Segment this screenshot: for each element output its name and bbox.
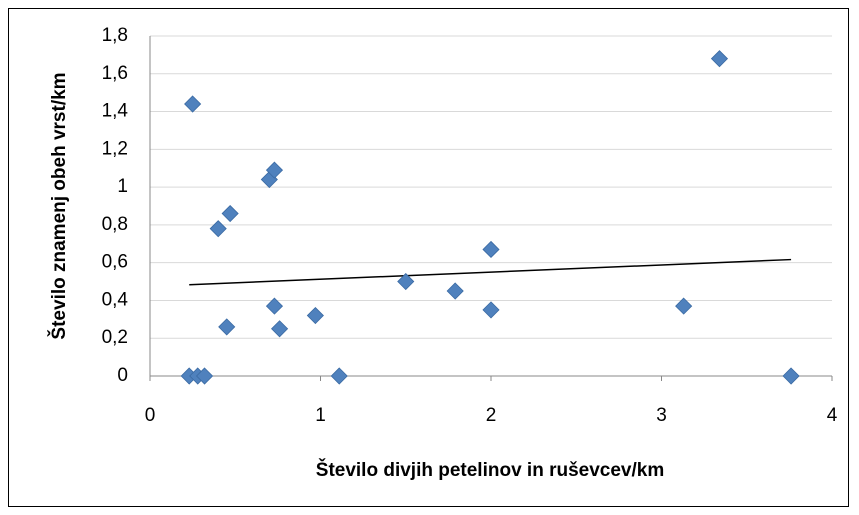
y-tick-label: 0,2 bbox=[102, 327, 128, 348]
data-point bbox=[271, 320, 289, 338]
data-point bbox=[195, 367, 214, 385]
data-point bbox=[710, 50, 729, 68]
data-point bbox=[482, 301, 500, 319]
data-point bbox=[265, 297, 284, 315]
y-tick-label: 1,8 bbox=[102, 25, 128, 46]
data-point bbox=[675, 297, 693, 315]
x-tick-label: 4 bbox=[827, 405, 838, 426]
x-tick-label: 0 bbox=[145, 405, 156, 426]
data-point bbox=[221, 204, 239, 223]
y-tick-label: 1,6 bbox=[102, 63, 128, 84]
y-tick-label: 1,4 bbox=[102, 101, 129, 122]
y-tick-label: 0,8 bbox=[102, 214, 128, 235]
data-point bbox=[330, 367, 348, 385]
data-point bbox=[306, 306, 324, 325]
x-axis-title: Število divjih petelinov in ruševcev/km bbox=[316, 459, 664, 481]
x-tick-label: 1 bbox=[315, 405, 326, 426]
data-point bbox=[265, 161, 284, 179]
data-point bbox=[782, 367, 800, 385]
data-point bbox=[218, 318, 236, 336]
data-point bbox=[209, 220, 227, 238]
data-point bbox=[397, 272, 415, 291]
y-tick-label: 1 bbox=[117, 176, 128, 197]
data-point bbox=[184, 95, 202, 113]
data-point bbox=[446, 282, 464, 300]
y-tick-label: 0,6 bbox=[102, 252, 128, 273]
trendline bbox=[189, 258, 792, 286]
y-tick-label: 0 bbox=[117, 365, 128, 386]
data-point bbox=[482, 240, 500, 259]
x-tick-label: 2 bbox=[486, 405, 497, 426]
y-tick-label: 1,2 bbox=[102, 138, 128, 159]
x-tick-label: 3 bbox=[656, 405, 667, 426]
y-axis-title: Število znamenj obeh vrst/km bbox=[48, 72, 70, 339]
y-tick-label: 0,4 bbox=[102, 289, 129, 310]
chart-border bbox=[8, 8, 849, 507]
